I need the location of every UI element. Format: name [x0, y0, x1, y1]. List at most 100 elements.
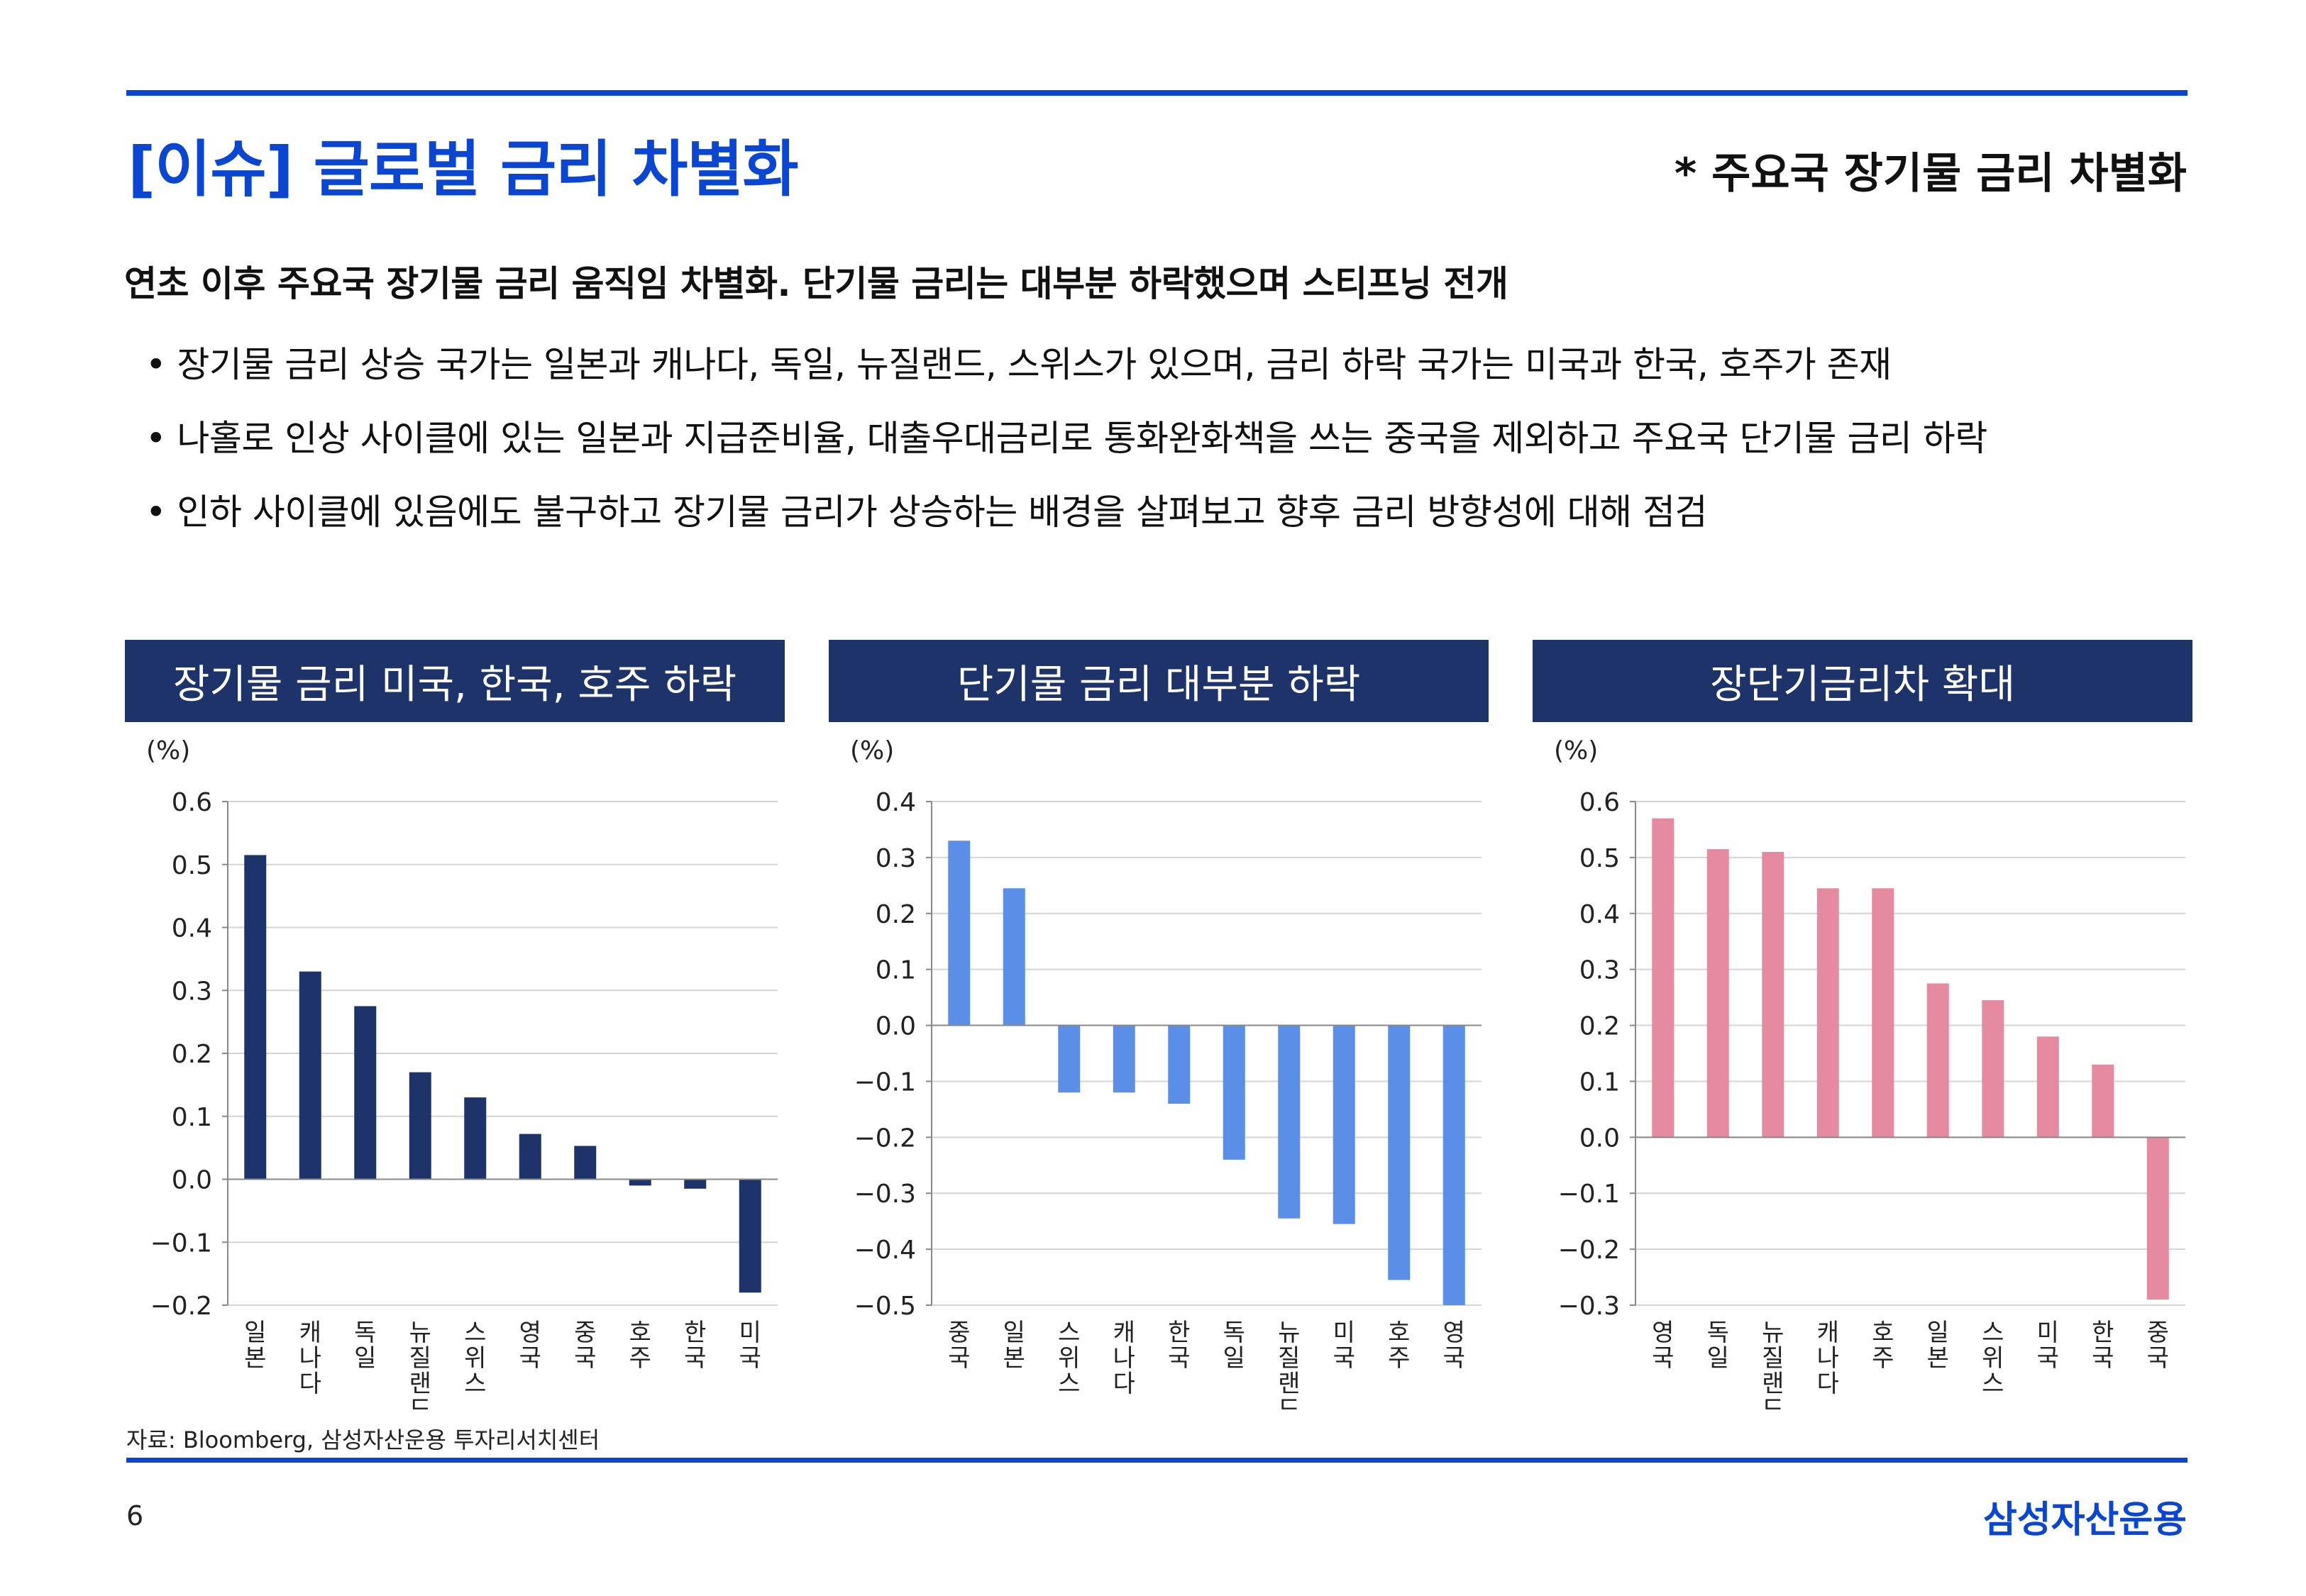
bar	[739, 1179, 761, 1293]
bar	[244, 855, 267, 1180]
bar	[948, 841, 971, 1026]
bar	[1113, 1025, 1135, 1093]
y-tick-label: −0.2	[854, 1124, 916, 1153]
top-rule	[126, 90, 2188, 96]
panel-header-short-rates: 단기물 금리 대부분 하락	[829, 640, 1489, 722]
y-tick-label: −0.2	[1558, 1236, 1620, 1265]
bar	[519, 1134, 541, 1180]
bar	[354, 1006, 377, 1180]
y-tick-label: 0.0	[172, 1166, 212, 1195]
y-tick-label: 0.0	[1579, 1124, 1620, 1153]
y-tick-label: −0.2	[150, 1292, 212, 1321]
panel-header-spread: 장단기금리차 확대	[1533, 640, 2192, 722]
bar	[1926, 983, 1949, 1138]
y-tick-label: 0.2	[1579, 1012, 1620, 1041]
bar	[1706, 849, 1729, 1138]
bar	[1442, 1025, 1465, 1305]
panel-header-long-rates: 장기물 금리 미국, 한국, 호주 하락	[125, 640, 785, 722]
bar	[409, 1072, 431, 1180]
bar	[574, 1146, 597, 1180]
bar	[1058, 1025, 1081, 1093]
company-logo: 삼성자산운용	[1982, 1499, 2187, 1541]
chart-long-rates: (%) 0.6 0.5 0.4 0.3 0.2 0.1 0.0 −0.1 −0.2 일 본 캐 나 다 독 일 뉴…	[146, 736, 778, 1412]
bar	[684, 1179, 707, 1189]
y-tick-label: 0.4	[1579, 900, 1620, 929]
bottom-rule	[126, 1458, 2188, 1463]
y-tick-label: −0.5	[854, 1292, 916, 1321]
y-tick-label: 0.2	[876, 900, 916, 929]
y-tick-label: 0.5	[1579, 844, 1620, 873]
page-number: 6	[126, 1500, 144, 1531]
bar	[1982, 1000, 2004, 1138]
y-tick-label: −0.3	[854, 1180, 916, 1209]
y-tick-label: 0.3	[172, 977, 212, 1006]
bar	[629, 1179, 651, 1186]
y-tick-label: 0.4	[172, 914, 212, 943]
y-tick-label: 0.1	[1579, 1068, 1620, 1097]
bar	[1762, 852, 1784, 1138]
y-unit-label: (%)	[1554, 736, 1598, 765]
bar	[2036, 1036, 2059, 1138]
bar	[1168, 1025, 1191, 1104]
bar	[1652, 818, 1675, 1138]
summary-bullets: 장기물 금리 상승 국가는 일본과 캐나다, 독일, 뉴질랜드, 스위스가 있으…	[145, 328, 1987, 549]
y-tick-label: −0.1	[1558, 1180, 1620, 1209]
y-tick-label: 0.1	[172, 1103, 212, 1132]
bar	[1278, 1025, 1301, 1219]
page-title: [이슈] 글로벌 금리 차별화	[128, 134, 799, 205]
y-tick-label: −0.3	[1558, 1292, 1620, 1321]
bar	[1816, 888, 1839, 1138]
bar	[1333, 1025, 1355, 1224]
chart-spread: (%) 0.6 0.5 0.4 0.3 0.2 0.1 0.0 −0.1 −0.2 −0.3 영 국 독 일…	[1554, 736, 2185, 1412]
bullet-item: 장기물 금리 상승 국가는 일본과 캐나다, 독일, 뉴질랜드, 스위스가 있으…	[145, 328, 1987, 401]
y-tick-label: −0.4	[854, 1236, 916, 1265]
y-unit-label: (%)	[146, 736, 190, 765]
page-subtitle: * 주요국 장기물 금리 차별화	[1674, 149, 2187, 199]
bullet-item: 인하 사이클에 있음에도 불구하고 장기물 금리가 상승하는 배경을 살펴보고 …	[145, 475, 1987, 549]
y-tick-label: 0.1	[876, 956, 916, 985]
bar	[2146, 1137, 2169, 1300]
bar	[1872, 888, 1894, 1138]
y-tick-label: 0.3	[1579, 956, 1620, 985]
y-tick-label: −0.1	[150, 1229, 212, 1258]
bar	[1223, 1025, 1245, 1160]
bar	[299, 971, 321, 1180]
y-tick-label: −0.1	[854, 1068, 916, 1097]
chart-short-rates: (%) 0.4 0.3 0.2 0.1 0.0 −0.1 −0.2 −0.3 −0.4 −0.5 중 국…	[850, 736, 1482, 1412]
y-tick-label: 0.6	[172, 788, 212, 817]
bar	[2092, 1064, 2114, 1138]
y-tick-label: 0.4	[876, 788, 916, 817]
bar	[1388, 1025, 1411, 1280]
bar	[464, 1097, 487, 1180]
y-tick-label: 0.5	[172, 851, 212, 880]
bar	[1003, 888, 1025, 1026]
